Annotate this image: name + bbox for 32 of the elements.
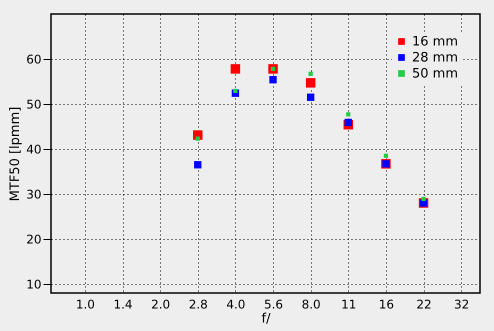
- x-tick-label: 32: [454, 298, 470, 312]
- point: [196, 136, 200, 141]
- y-tick-label: 10: [26, 278, 42, 292]
- x-tick-label: 1.4: [113, 298, 133, 312]
- point: [308, 72, 313, 76]
- point: [344, 118, 352, 126]
- y-tick-label: 50: [26, 98, 42, 112]
- y-tick-label: 40: [26, 142, 42, 156]
- point: [384, 154, 388, 158]
- x-tick-label: 11: [341, 298, 356, 312]
- x-tick-label: 8.0: [302, 298, 321, 312]
- x-tick-label: 5.6: [264, 298, 284, 312]
- point: [230, 64, 240, 74]
- x-tick-label: 1.0: [76, 298, 95, 312]
- legend-label: 50 mm: [412, 66, 458, 82]
- x-tick-label: 4.0: [226, 298, 246, 312]
- x-tick-label: 16: [378, 298, 394, 312]
- x-tick-label: 22: [416, 298, 432, 312]
- y-axis-title: MTF50 [lpmm]: [8, 106, 24, 202]
- point: [306, 78, 316, 88]
- point: [306, 94, 314, 101]
- y-tick-label: 60: [26, 52, 42, 66]
- y-tick-label: 20: [26, 232, 42, 246]
- point: [269, 76, 277, 84]
- point: [194, 161, 202, 168]
- x-tick-label: 2.8: [188, 298, 208, 312]
- legend-label: 28 mm: [412, 50, 458, 66]
- point: [346, 112, 350, 116]
- y-tick-label: 30: [26, 188, 42, 202]
- legend-label: 16 mm: [412, 34, 458, 50]
- x-axis-title: f/: [262, 312, 272, 326]
- x-tick-label: 2.0: [151, 298, 170, 312]
